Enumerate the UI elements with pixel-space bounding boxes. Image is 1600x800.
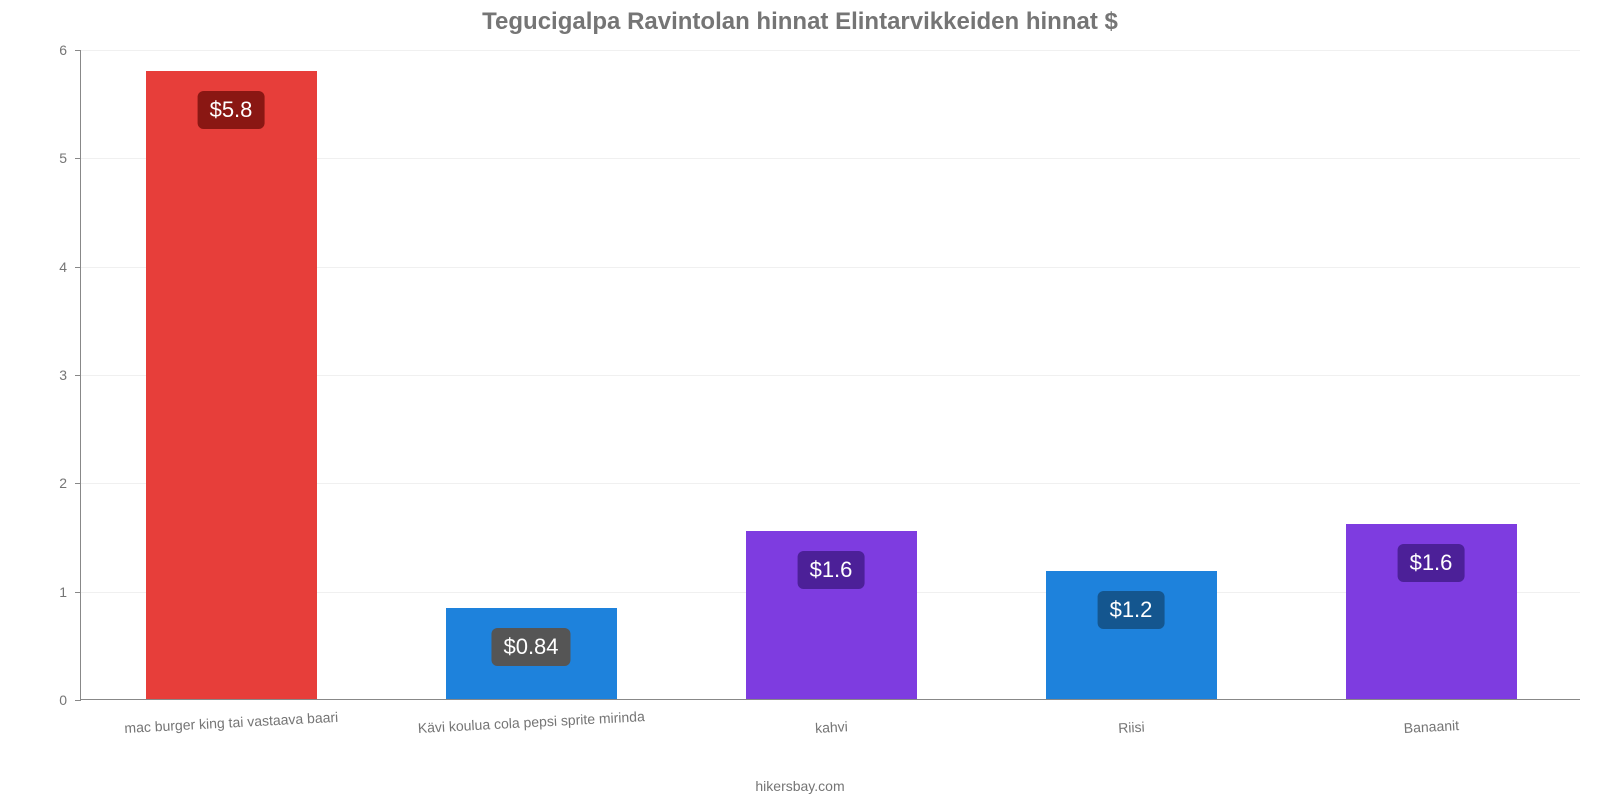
x-category-label: Banaanit — [1403, 717, 1459, 736]
y-tick — [75, 375, 81, 376]
bar-value-label: $1.6 — [1398, 544, 1465, 582]
plot-area: 0123456$5.8mac burger king tai vastaava … — [80, 50, 1580, 700]
bar-value-label: $1.6 — [798, 551, 865, 589]
y-tick-label: 3 — [59, 367, 67, 383]
bar-value-label: $5.8 — [198, 91, 265, 129]
grid-line — [81, 50, 1580, 51]
y-tick — [75, 700, 81, 701]
x-category-label: Kävi koulua cola pepsi sprite mirinda — [417, 708, 645, 736]
y-tick-label: 1 — [59, 584, 67, 600]
y-tick-label: 2 — [59, 475, 67, 491]
y-tick — [75, 267, 81, 268]
source-credit: hikersbay.com — [0, 778, 1600, 794]
chart-title: Tegucigalpa Ravintolan hinnat Elintarvik… — [0, 8, 1600, 36]
y-tick-label: 5 — [59, 150, 67, 166]
y-tick-label: 4 — [59, 259, 67, 275]
price-bar-chart: Tegucigalpa Ravintolan hinnat Elintarvik… — [0, 0, 1600, 800]
y-tick-label: 0 — [59, 692, 67, 708]
y-tick — [75, 158, 81, 159]
y-tick — [75, 483, 81, 484]
x-category-label: kahvi — [815, 718, 848, 736]
x-category-label: mac burger king tai vastaava baari — [124, 709, 339, 736]
x-category-label: Riisi — [1118, 719, 1145, 736]
bar-value-label: $1.2 — [1098, 591, 1165, 629]
bar-value-label: $0.84 — [491, 628, 570, 666]
y-tick — [75, 592, 81, 593]
bar — [146, 71, 317, 699]
y-tick-label: 6 — [59, 42, 67, 58]
y-tick — [75, 50, 81, 51]
